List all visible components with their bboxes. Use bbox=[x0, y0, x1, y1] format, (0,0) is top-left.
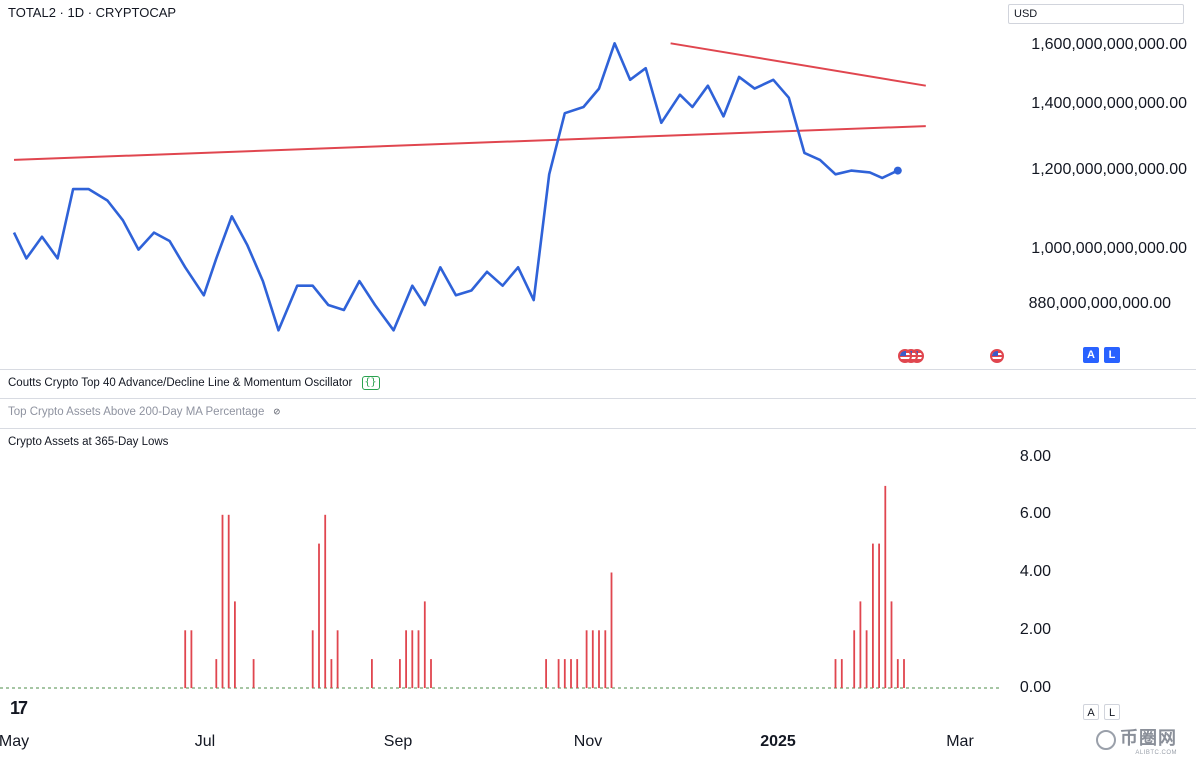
lows-bar bbox=[834, 659, 837, 688]
lows-bar bbox=[884, 485, 887, 688]
lows-bar bbox=[610, 572, 613, 688]
pane-separator[interactable] bbox=[0, 398, 1196, 399]
lows-bar bbox=[878, 543, 880, 688]
tradingview-logo[interactable]: 17 bbox=[10, 698, 28, 718]
indicator-name: Top Crypto Assets Above 200-Day MA Perce… bbox=[8, 406, 265, 419]
lows-scale-label: 4.00 bbox=[1019, 563, 1051, 580]
lows-bar bbox=[371, 659, 373, 688]
lows-scale-label: 8.00 bbox=[1019, 448, 1051, 465]
x-axis-label: Nov bbox=[573, 733, 603, 750]
lows-bar bbox=[234, 601, 236, 688]
lows-bar bbox=[853, 630, 856, 689]
lows-bar bbox=[840, 659, 843, 688]
price-label: 880,000,000,000.00 bbox=[1028, 295, 1171, 312]
lows-bar bbox=[215, 659, 218, 688]
lows-bar bbox=[423, 601, 426, 688]
lows-bar bbox=[890, 601, 893, 688]
watermark-text: 币圈网 bbox=[1120, 728, 1177, 748]
price-line bbox=[12, 41, 899, 332]
lows-chart[interactable] bbox=[0, 429, 1005, 701]
braces-icon[interactable]: {} bbox=[361, 376, 380, 390]
lows-bar bbox=[585, 630, 588, 689]
pane-separator[interactable] bbox=[0, 428, 1196, 429]
last-price-dot bbox=[893, 166, 902, 175]
lows-bar bbox=[872, 543, 874, 688]
lows-bar bbox=[570, 659, 572, 688]
indicator-title-advance-decline[interactable]: Coutts Crypto Top 40 Advance/Decline Lin… bbox=[8, 376, 380, 390]
lows-bar bbox=[604, 630, 607, 689]
lows-bar bbox=[221, 514, 224, 689]
trendline bbox=[13, 125, 926, 161]
lows-bar bbox=[545, 659, 547, 688]
lows-bar bbox=[405, 630, 407, 689]
price-label: 1,400,000,000,000.00 bbox=[1031, 95, 1187, 112]
lows-bar bbox=[318, 543, 320, 688]
indicator-title-365-lows[interactable]: Crypto Assets at 365-Day Lows bbox=[8, 436, 168, 448]
lows-bar bbox=[896, 659, 899, 688]
price-label: 1,600,000,000,000.00 bbox=[1031, 36, 1187, 53]
lows-bar bbox=[227, 514, 230, 689]
symbol-title[interactable]: TOTAL2 · 1D · CRYPTOCAP bbox=[8, 5, 177, 20]
lows-bar bbox=[865, 630, 868, 689]
lows-scale-label: 6.00 bbox=[1019, 505, 1051, 522]
lows-bar bbox=[417, 630, 420, 689]
price-label: 1,000,000,000,000.00 bbox=[1031, 240, 1187, 257]
lows-bar bbox=[399, 659, 401, 688]
lows-bar bbox=[591, 630, 594, 689]
x-axis-label: Jul bbox=[194, 733, 216, 750]
lows-bar bbox=[330, 659, 333, 688]
x-axis-label: May bbox=[0, 733, 30, 750]
trendline bbox=[670, 42, 926, 87]
lows-bar bbox=[563, 659, 566, 688]
watermark-logo-icon bbox=[1096, 729, 1116, 750]
log-scale-button[interactable]: L bbox=[1104, 704, 1120, 720]
pane-separator[interactable] bbox=[0, 369, 1196, 370]
watermark: 币圈网 ALIBTC.COM bbox=[1096, 724, 1177, 756]
lows-scale-label: 2.00 bbox=[1019, 621, 1051, 638]
indicator-name: Crypto Assets at 365-Day Lows bbox=[8, 436, 169, 448]
lows-bar bbox=[598, 630, 600, 689]
x-axis-label: Sep bbox=[383, 733, 413, 750]
price-chart[interactable] bbox=[0, 0, 1000, 372]
lows-bar bbox=[184, 630, 187, 689]
indicator-title-above-200dma[interactable]: Top Crypto Assets Above 200-Day MA Perce… bbox=[8, 405, 281, 419]
lows-bar bbox=[311, 630, 314, 689]
lows-bar bbox=[336, 630, 339, 689]
us-flag-icon[interactable] bbox=[898, 349, 912, 363]
auto-scale-button[interactable]: A bbox=[1083, 347, 1099, 363]
indicator-name: Coutts Crypto Top 40 Advance/Decline Lin… bbox=[8, 377, 353, 390]
lows-bar bbox=[190, 630, 193, 689]
lows-scale-label: 0.00 bbox=[1019, 679, 1051, 696]
lows-bar bbox=[859, 601, 862, 688]
lows-bar bbox=[557, 659, 560, 688]
us-flag-icon[interactable] bbox=[990, 349, 1004, 363]
price-label: 1,200,000,000,000.00 bbox=[1031, 161, 1187, 178]
lows-bar bbox=[252, 659, 255, 688]
x-axis-label: Mar bbox=[946, 733, 974, 750]
x-axis-label: 2025 bbox=[760, 733, 796, 750]
log-scale-button[interactable]: L bbox=[1104, 347, 1120, 363]
lows-bar bbox=[576, 659, 579, 688]
lows-bar bbox=[324, 514, 327, 689]
watermark-subtext: ALIBTC.COM bbox=[1135, 750, 1177, 756]
lows-bar bbox=[903, 659, 905, 688]
auto-scale-button[interactable]: A bbox=[1083, 704, 1099, 720]
lows-bar bbox=[430, 659, 432, 688]
lows-bar bbox=[411, 630, 414, 689]
hidden-eye-icon[interactable]: ⊘ bbox=[273, 405, 281, 418]
currency-selector[interactable]: USD bbox=[1008, 4, 1184, 24]
